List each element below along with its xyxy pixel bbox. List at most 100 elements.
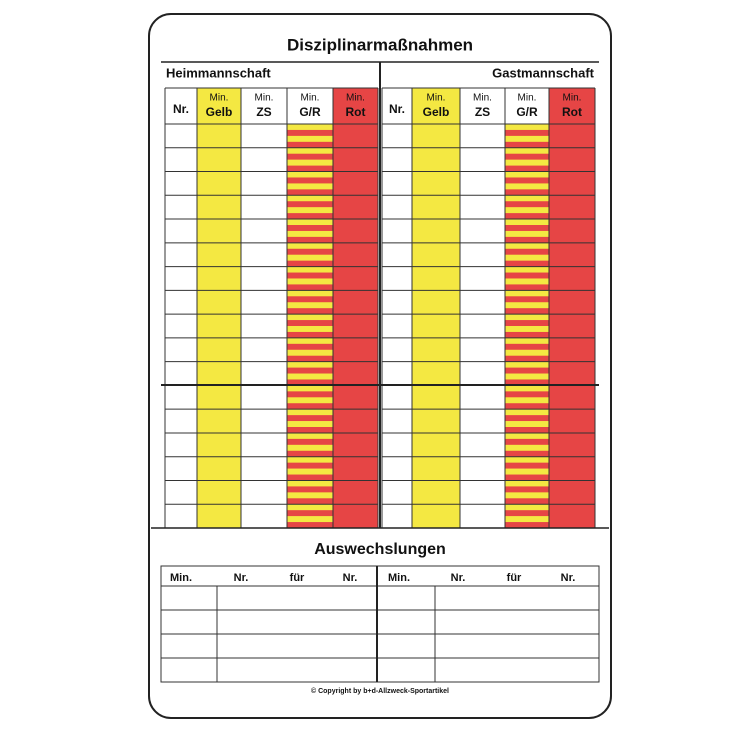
- stripe: [287, 504, 333, 511]
- stripe: [505, 444, 549, 452]
- stripe: [287, 444, 333, 452]
- stripe: [287, 141, 333, 149]
- subs-header: Min.: [170, 572, 192, 584]
- stripe: [505, 242, 549, 250]
- stripe: [287, 474, 333, 481]
- stripe: [505, 397, 549, 404]
- header-label: Rot: [346, 105, 366, 119]
- stripe: [505, 147, 549, 155]
- stripe: [287, 480, 333, 487]
- stripe: [287, 177, 333, 184]
- stripe: [287, 385, 333, 392]
- header-cell: [197, 88, 241, 124]
- stripe: [505, 183, 549, 190]
- stripe: [287, 373, 333, 380]
- stripe: [287, 236, 333, 244]
- stripe: [287, 165, 333, 172]
- header-min: Min.: [210, 93, 229, 104]
- header-label: Gelb: [206, 105, 233, 119]
- stripe: [287, 201, 333, 208]
- stripe: [505, 427, 549, 434]
- stripe: [287, 266, 333, 273]
- stripe: [505, 498, 549, 505]
- subs-header: für: [507, 572, 522, 584]
- copyright: © Copyright by b+d-Allzweck-Sportartikel: [311, 687, 449, 695]
- stripe: [505, 314, 549, 321]
- stripe: [505, 141, 549, 149]
- stripe: [505, 337, 549, 345]
- stripe: [505, 331, 549, 339]
- stripe: [505, 474, 549, 481]
- stripe: [287, 314, 333, 321]
- header-cell: [549, 88, 595, 124]
- stripe: [505, 195, 549, 202]
- stripe: [505, 296, 549, 303]
- stripe: [505, 266, 549, 273]
- header-cell: [287, 88, 333, 124]
- stripe: [287, 195, 333, 202]
- subs-header: Nr.: [561, 572, 576, 584]
- stripe: [287, 462, 333, 469]
- stripe: [505, 391, 549, 398]
- header-label: Rot: [562, 105, 582, 119]
- stripe: [287, 260, 333, 267]
- stripe: [287, 248, 333, 256]
- stripe: [287, 290, 333, 297]
- stripe: [287, 302, 333, 309]
- stripe: [505, 230, 549, 238]
- stripe: [505, 432, 549, 440]
- stripe: [287, 421, 333, 428]
- stripe: [505, 403, 549, 410]
- stripe: [287, 225, 333, 232]
- subs-title: Auswechslungen: [314, 541, 446, 558]
- away-team: Gastmannschaft: [492, 65, 595, 80]
- stripe: [287, 361, 333, 368]
- stripe: [505, 438, 549, 446]
- stripe: [287, 320, 333, 327]
- subs-header: für: [290, 572, 305, 584]
- stripe: [505, 189, 549, 196]
- header-min: Min.: [563, 93, 582, 104]
- stripe: [505, 320, 549, 327]
- stripe: [287, 296, 333, 303]
- stripe: [505, 367, 549, 374]
- stripe: [505, 302, 549, 309]
- column-fill: [333, 124, 378, 528]
- header-cell: [505, 88, 549, 124]
- stripe: [505, 480, 549, 487]
- header-label: Gelb: [423, 105, 450, 119]
- stripe: [287, 510, 333, 517]
- stripe: [287, 207, 333, 214]
- stripe: [505, 124, 549, 131]
- stripe: [287, 183, 333, 190]
- stripe: [287, 213, 333, 220]
- stripe: [505, 236, 549, 244]
- title: Disziplinarmaßnahmen: [287, 35, 473, 54]
- header-min: Min.: [255, 93, 274, 104]
- header-label: Nr.: [173, 102, 189, 116]
- stripe: [287, 450, 333, 458]
- stripe: [505, 159, 549, 166]
- stripe: [287, 397, 333, 404]
- subs-header: Nr.: [451, 572, 466, 584]
- header-min: Min.: [473, 93, 492, 104]
- header-min: Min.: [518, 93, 537, 104]
- header-min: Min.: [427, 93, 446, 104]
- stripe: [505, 290, 549, 297]
- stripe: [505, 349, 549, 357]
- column-fill: [549, 124, 595, 528]
- header-cell: [382, 88, 412, 124]
- stripe: [505, 129, 549, 137]
- stripe: [505, 326, 549, 333]
- stripe: [505, 343, 549, 351]
- stripe: [287, 492, 333, 499]
- home-team: Heimmannschaft: [166, 65, 271, 80]
- stripe: [287, 272, 333, 279]
- stripe: [287, 349, 333, 357]
- stripe: [505, 308, 549, 315]
- stripe: [287, 415, 333, 422]
- stripe: [287, 284, 333, 291]
